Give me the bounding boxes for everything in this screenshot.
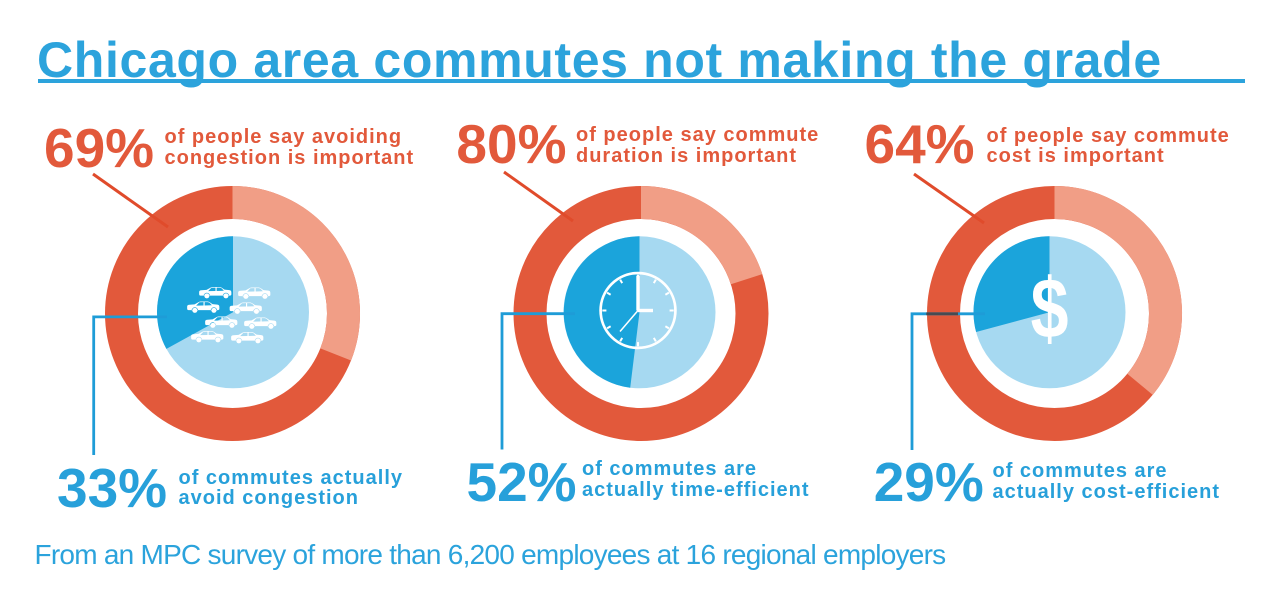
svg-text:$: $ [1031,261,1069,356]
